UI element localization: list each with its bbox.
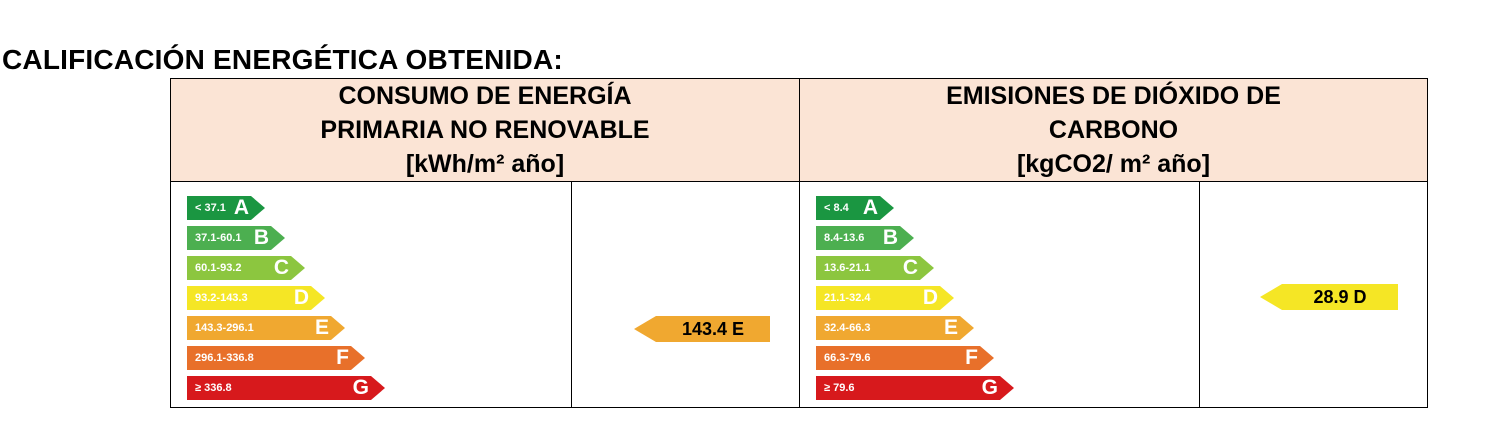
- co2-scale-cell: < 8.4 A 8.4-13.6 B 13.6-21.1 C 21.1-32.4 D 32.4-…: [799, 181, 1200, 408]
- rating-bar-body: 143.3-296.1 E: [187, 316, 331, 340]
- rating-letter: G: [981, 376, 998, 399]
- rating-bar-body: ≥ 79.6 G: [816, 376, 1000, 400]
- rating-bar-arrow-tip: [331, 316, 345, 340]
- energy-consumption-header: CONSUMO DE ENERGÍA PRIMARIA NO RENOVABLE…: [170, 78, 800, 182]
- rating-range-label: < 8.4: [824, 202, 849, 214]
- rating-bar-body: 37.1-60.1 B: [187, 226, 271, 250]
- energy-scale-cell: < 37.1 A 37.1-60.1 B 60.1-93.2 C 93.2-143.3 D 14…: [170, 181, 572, 408]
- co2-header-line-1: EMISIONES DE DIÓXIDO DE: [946, 82, 1281, 110]
- rating-letter: A: [233, 196, 249, 219]
- rating-bar-body: 32.4-66.3 E: [816, 316, 960, 340]
- energy-header-line-1: CONSUMO DE ENERGÍA: [338, 82, 632, 110]
- rating-bar-body: 21.1-32.4 D: [816, 286, 940, 310]
- co2-rating-bar-b: 8.4-13.6 B: [816, 226, 1014, 250]
- rating-bar-body: 60.1-93.2 C: [187, 256, 291, 280]
- energy-label-table: CONSUMO DE ENERGÍA PRIMARIA NO RENOVABLE…: [170, 78, 1428, 408]
- co2-result-arrow-tip: [1260, 284, 1282, 310]
- co2-result-value: 28.9 D: [1282, 284, 1398, 310]
- rating-letter: C: [273, 256, 289, 279]
- rating-bar-body: ≥ 336.8 G: [187, 376, 371, 400]
- rating-bar-arrow-tip: [900, 226, 914, 250]
- rating-bar-arrow-tip: [1000, 376, 1014, 400]
- rating-range-label: 32.4-66.3: [824, 322, 871, 334]
- co2-rating-bar-d: 21.1-32.4 D: [816, 286, 1014, 310]
- rating-bar-arrow-tip: [271, 226, 285, 250]
- rating-letter: B: [253, 226, 269, 249]
- rating-range-label: 13.6-21.1: [824, 262, 871, 274]
- energy-rating-bar-c: 60.1-93.2 C: [187, 256, 385, 280]
- rating-bar-body: < 37.1 A: [187, 196, 251, 220]
- co2-header-unit: [kgCO2/ m² año]: [1016, 150, 1211, 178]
- rating-letter: A: [862, 196, 878, 219]
- rating-letter: F: [965, 346, 978, 369]
- rating-bar-body: 93.2-143.3 D: [187, 286, 311, 310]
- energy-result-arrow-tip: [634, 316, 656, 342]
- co2-rating-bar-e: 32.4-66.3 E: [816, 316, 1014, 340]
- energy-rating-bar-d: 93.2-143.3 D: [187, 286, 385, 310]
- energy-result-cell: 143.4 E: [571, 181, 800, 408]
- energy-header-line-2: PRIMARIA NO RENOVABLE: [320, 116, 650, 144]
- co2-result-indicator: 28.9 D: [1260, 284, 1398, 310]
- rating-bar-arrow-tip: [920, 256, 934, 280]
- rating-bar-arrow-tip: [291, 256, 305, 280]
- energy-rating-scale: < 37.1 A 37.1-60.1 B 60.1-93.2 C 93.2-143.3 D 14…: [187, 196, 385, 406]
- co2-emissions-header: EMISIONES DE DIÓXIDO DE CARBONO [kgCO2/ …: [799, 78, 1428, 182]
- rating-range-label: 8.4-13.6: [824, 232, 865, 244]
- rating-bar-arrow-tip: [880, 196, 894, 220]
- rating-range-label: 37.1-60.1: [195, 232, 242, 244]
- rating-range-label: ≥ 336.8: [195, 382, 232, 394]
- rating-letter: E: [943, 316, 958, 339]
- rating-range-label: 93.2-143.3: [195, 292, 248, 304]
- page-title: CALIFICACIÓN ENERGÉTICA OBTENIDA:: [2, 44, 563, 75]
- rating-bar-arrow-tip: [371, 376, 385, 400]
- rating-bar-body: 296.1-336.8 F: [187, 346, 351, 370]
- rating-range-label: ≥ 79.6: [824, 382, 855, 394]
- rating-range-label: < 37.1: [195, 202, 226, 214]
- co2-rating-bar-g: ≥ 79.6 G: [816, 376, 1014, 400]
- co2-rating-bar-c: 13.6-21.1 C: [816, 256, 1014, 280]
- rating-letter: B: [882, 226, 898, 249]
- rating-bar-arrow-tip: [960, 316, 974, 340]
- rating-letter: G: [352, 376, 369, 399]
- rating-bar-body: < 8.4 A: [816, 196, 880, 220]
- rating-range-label: 60.1-93.2: [195, 262, 242, 274]
- rating-range-label: 21.1-32.4: [824, 292, 871, 304]
- rating-letter: F: [336, 346, 349, 369]
- rating-bar-arrow-tip: [311, 286, 325, 310]
- rating-range-label: 143.3-296.1: [195, 322, 254, 334]
- rating-letter: C: [902, 256, 918, 279]
- rating-range-label: 66.3-79.6: [824, 352, 871, 364]
- energy-header-unit: [kWh/m² año]: [405, 150, 565, 178]
- rating-bar-body: 8.4-13.6 B: [816, 226, 900, 250]
- rating-letter: D: [293, 286, 309, 309]
- rating-bar-body: 66.3-79.6 F: [816, 346, 980, 370]
- rating-bar-arrow-tip: [940, 286, 954, 310]
- energy-result-indicator: 143.4 E: [634, 316, 770, 342]
- energy-rating-bar-g: ≥ 336.8 G: [187, 376, 385, 400]
- co2-rating-bar-a: < 8.4 A: [816, 196, 1014, 220]
- rating-bar-body: 13.6-21.1 C: [816, 256, 920, 280]
- co2-result-cell: 28.9 D: [1199, 181, 1428, 408]
- rating-letter: E: [314, 316, 329, 339]
- rating-bar-arrow-tip: [351, 346, 365, 370]
- energy-rating-bar-b: 37.1-60.1 B: [187, 226, 385, 250]
- co2-rating-scale: < 8.4 A 8.4-13.6 B 13.6-21.1 C 21.1-32.4 D 32.4-…: [816, 196, 1014, 406]
- energy-rating-bar-e: 143.3-296.1 E: [187, 316, 385, 340]
- co2-rating-bar-f: 66.3-79.6 F: [816, 346, 1014, 370]
- rating-bar-arrow-tip: [251, 196, 265, 220]
- energy-result-value: 143.4 E: [656, 316, 770, 342]
- energy-rating-bar-a: < 37.1 A: [187, 196, 385, 220]
- rating-letter: D: [922, 286, 938, 309]
- energy-rating-bar-f: 296.1-336.8 F: [187, 346, 385, 370]
- rating-range-label: 296.1-336.8: [195, 352, 254, 364]
- co2-header-line-2: CARBONO: [1048, 116, 1179, 144]
- rating-bar-arrow-tip: [980, 346, 994, 370]
